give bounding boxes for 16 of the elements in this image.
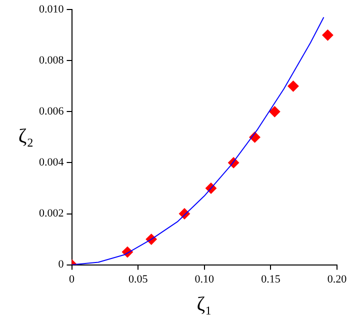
x-tick-label: 0 [69,273,75,286]
x-tick-label: 0.15 [261,273,281,286]
point [269,106,280,118]
y-axis-title: ζ₂ [18,125,34,148]
y-tick-label: 0.004 [39,156,64,169]
point [322,30,334,41]
y-tick-label: 0.002 [39,208,64,220]
point [288,80,299,92]
y-tick-label: 0.010 [39,3,64,16]
x-axis-title: ζ₁ [196,293,212,316]
x-tick-label: 0.10 [194,273,214,286]
y-tick-label: 0.008 [39,54,64,67]
x-tick-label: 0.05 [128,273,148,286]
y-tick-label: 0.006 [39,106,64,118]
x-tick-label: 0.20 [327,273,348,286]
y-tick-label: 0 [58,258,64,271]
